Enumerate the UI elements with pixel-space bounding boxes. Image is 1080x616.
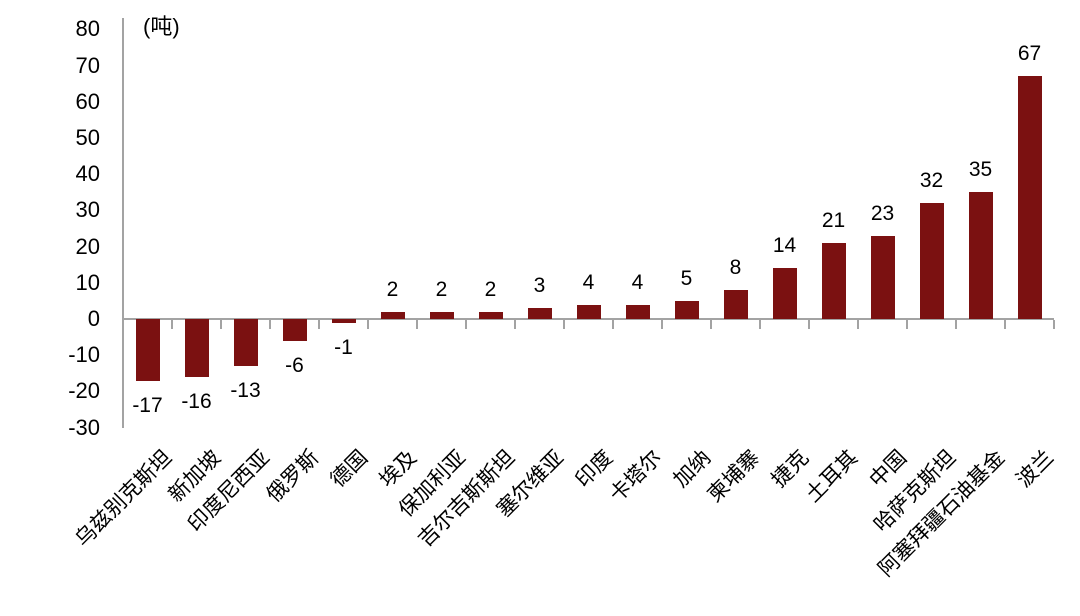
category-label: 俄罗斯 bbox=[261, 446, 323, 507]
bar-value-label: 4 bbox=[582, 270, 595, 294]
y-tick-label: 50 bbox=[75, 125, 100, 150]
y-tick-label: 0 bbox=[87, 306, 100, 331]
x-axis-tick bbox=[710, 320, 712, 329]
bar-value-label: 3 bbox=[533, 274, 546, 298]
bar-value-label: 2 bbox=[386, 277, 399, 301]
bar-value-label: 21 bbox=[821, 208, 846, 232]
bar bbox=[233, 319, 258, 367]
x-axis-tick bbox=[318, 320, 320, 329]
y-tick-label: 30 bbox=[75, 197, 100, 223]
bar bbox=[919, 203, 944, 319]
bar-value-label: 2 bbox=[484, 277, 497, 301]
bar-value-label: 4 bbox=[631, 270, 644, 294]
bar-value-label: -13 bbox=[230, 379, 261, 403]
y-tick-label: 80 bbox=[75, 16, 100, 42]
bar bbox=[380, 311, 405, 319]
bar bbox=[527, 308, 552, 319]
category-label: 土耳其 bbox=[800, 446, 862, 507]
bar-value-label: -17 bbox=[132, 393, 163, 417]
y-tick-label: 10 bbox=[75, 269, 100, 295]
bar bbox=[478, 311, 503, 319]
x-axis-tick bbox=[906, 320, 908, 329]
bar-value-label: 5 bbox=[680, 266, 693, 290]
y-axis-line bbox=[122, 18, 124, 428]
category-label: 波兰 bbox=[1011, 446, 1058, 492]
x-axis-tick bbox=[612, 320, 614, 329]
bar bbox=[968, 192, 993, 319]
bar-value-label: -16 bbox=[181, 389, 212, 413]
bar-value-label: 35 bbox=[968, 158, 993, 182]
bar bbox=[429, 311, 454, 319]
x-axis-line bbox=[122, 318, 1054, 320]
bar bbox=[1017, 76, 1042, 319]
category-label: 柬埔寨 bbox=[702, 446, 764, 507]
category-label: 乌兹别克斯坦 bbox=[70, 446, 176, 552]
x-axis-tick bbox=[220, 320, 222, 329]
bar bbox=[625, 304, 650, 319]
bar-value-label: 67 bbox=[1017, 42, 1042, 66]
bar-value-label: 32 bbox=[919, 169, 944, 193]
bar bbox=[576, 304, 601, 319]
x-axis-tick bbox=[955, 320, 957, 329]
x-axis-tick bbox=[465, 320, 467, 329]
bar-value-label: 8 bbox=[729, 256, 742, 280]
bar-value-label: 2 bbox=[435, 277, 448, 301]
bar-value-label: -6 bbox=[285, 353, 304, 377]
x-axis-tick bbox=[171, 320, 173, 329]
y-tick-label: 20 bbox=[75, 233, 100, 259]
x-axis-tick bbox=[759, 320, 761, 329]
x-axis-tick bbox=[857, 320, 859, 329]
x-axis-tick bbox=[661, 320, 663, 329]
bar bbox=[135, 319, 160, 381]
x-axis-tick bbox=[1004, 320, 1006, 329]
bar bbox=[772, 268, 797, 319]
y-tick-label: -30 bbox=[68, 414, 100, 440]
bar bbox=[821, 242, 846, 319]
x-axis-tick bbox=[1053, 320, 1055, 329]
x-axis-tick bbox=[808, 320, 810, 329]
x-axis-tick bbox=[563, 320, 565, 329]
y-tick-label: 60 bbox=[75, 88, 100, 114]
bar bbox=[674, 300, 699, 319]
x-axis-tick bbox=[416, 320, 418, 329]
y-tick-label: 40 bbox=[75, 161, 100, 187]
y-tick-label: 70 bbox=[75, 52, 100, 78]
bar bbox=[723, 290, 748, 319]
bar bbox=[184, 319, 209, 377]
bar-value-label: 14 bbox=[772, 234, 797, 258]
category-label: 德国 bbox=[325, 446, 372, 492]
bar bbox=[331, 319, 356, 323]
bar bbox=[870, 235, 895, 319]
x-axis-tick bbox=[514, 320, 516, 329]
y-tick-label: -10 bbox=[68, 342, 100, 368]
y-axis-unit-label: (吨) bbox=[143, 14, 180, 39]
bar-value-label: 23 bbox=[870, 201, 895, 225]
x-axis-tick bbox=[269, 320, 271, 329]
x-axis-tick bbox=[367, 320, 369, 329]
bar-value-label: -1 bbox=[334, 335, 353, 359]
y-tick-label: -20 bbox=[68, 378, 100, 404]
category-label: 卡塔尔 bbox=[604, 446, 666, 507]
bar bbox=[282, 319, 307, 341]
